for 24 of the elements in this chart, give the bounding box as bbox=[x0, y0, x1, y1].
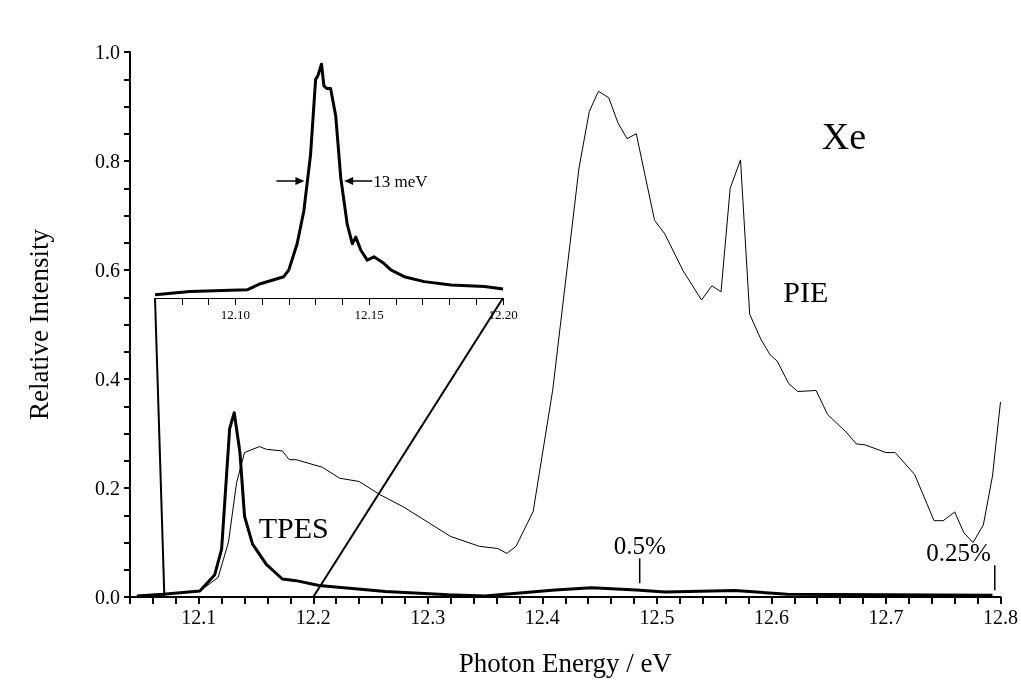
x-tick-label: 12.1 bbox=[181, 606, 217, 628]
y-tick-label: 0.2 bbox=[95, 477, 120, 499]
x-tick-label: 12.2 bbox=[295, 606, 331, 628]
annotation: 0.25% bbox=[926, 539, 991, 567]
y-tick-label: 1.0 bbox=[95, 41, 120, 63]
annotation: 0.5% bbox=[613, 532, 666, 560]
x-tick-label: 12.10 bbox=[220, 307, 250, 322]
x-tick-label: 12.8 bbox=[983, 606, 1018, 628]
series-label: PIE bbox=[783, 275, 829, 309]
y-axis-title: Relative Intensity bbox=[23, 228, 54, 421]
annotation: 13 meV bbox=[373, 171, 429, 191]
series-label: TPES bbox=[258, 510, 329, 544]
y-tick-label: 0.8 bbox=[95, 150, 120, 172]
x-tick-label: 12.4 bbox=[524, 606, 560, 628]
x-tick-label: 12.3 bbox=[410, 606, 446, 628]
y-tick-label: 0.0 bbox=[95, 586, 120, 608]
x-tick-label: 12.15 bbox=[354, 307, 384, 322]
x-axis-title: Photon Energy / eV bbox=[458, 647, 673, 678]
x-tick-label: 12.6 bbox=[753, 606, 789, 628]
x-tick-label: 12.7 bbox=[868, 606, 904, 628]
text: Xe bbox=[821, 115, 866, 157]
x-tick-label: 12.5 bbox=[639, 606, 675, 628]
y-tick-label: 0.6 bbox=[95, 259, 120, 281]
y-tick-label: 0.4 bbox=[95, 368, 120, 390]
